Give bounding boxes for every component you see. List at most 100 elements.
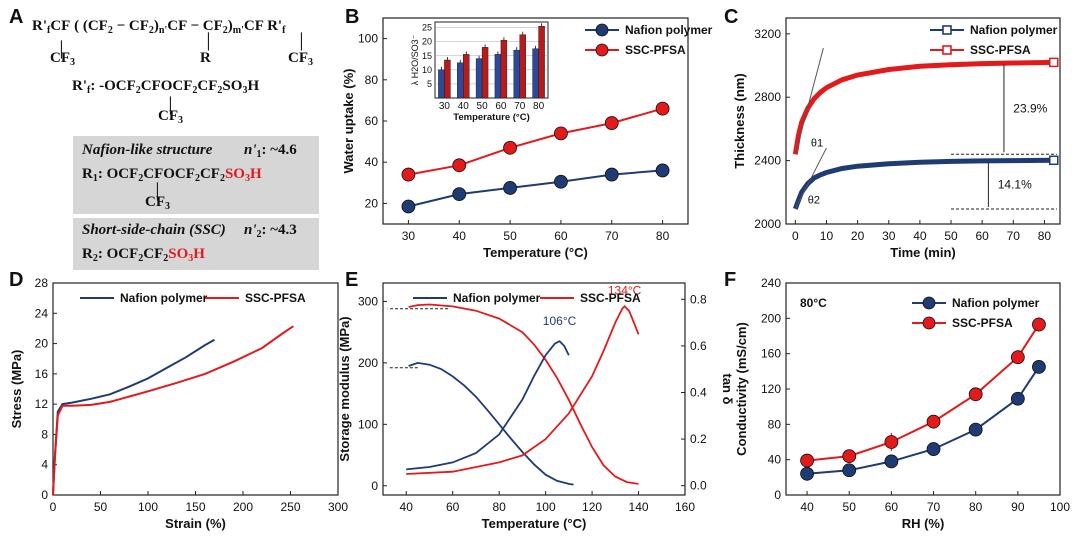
x-tick-label: 80 [969, 500, 983, 514]
y-tick-label: 4 [41, 458, 48, 472]
data-point [842, 463, 857, 478]
panel-label-c: C [724, 6, 739, 28]
data-point [655, 101, 670, 116]
y-axis-label: Thickness (nm) [732, 73, 747, 168]
data-point [884, 435, 899, 449]
cf3-left-group: │ [56, 42, 67, 58]
data-point-end [1049, 57, 1059, 68]
legend-label: SSC-PFSA [625, 43, 686, 57]
x-tick-label: 50 [503, 229, 517, 243]
nafion-like-branch-bond: │ [152, 184, 163, 200]
chart-D: 0 50 100 150 200 250 300 0 4 8 12 16 20 24 28 Strain (%… [9, 276, 348, 531]
data-point-end [1049, 155, 1059, 166]
y-tick-label: 0 [774, 488, 781, 502]
data-point [1010, 391, 1025, 406]
x-tick-label: 40 [400, 500, 414, 514]
legend-marker [595, 43, 609, 57]
condition-label: 80°C [800, 296, 827, 310]
y-tick-label: 80 [365, 73, 379, 87]
x-tick-label: 160 [675, 500, 695, 514]
data-point [452, 158, 467, 173]
series-line [406, 340, 570, 471]
series-line [408, 169, 663, 208]
y-tick-label: 60 [365, 114, 379, 128]
y2-axis-label: tan δ [720, 374, 735, 405]
inset-x-tick-label: 70 [514, 101, 526, 112]
x-tick-label: 30 [402, 229, 416, 243]
nafion-like-structure-box [73, 136, 319, 214]
y-tick-label: 3200 [754, 27, 781, 41]
x-tick-label: 150 [185, 500, 205, 514]
x-tick-label: 90 [1011, 500, 1025, 514]
chart-B-inset: 5 10 15 20 25 30 40 50 60 70 80 Temperature (°C) λ H… [410, 21, 549, 123]
cf3-right-bond: │ [296, 34, 307, 50]
data-point [604, 116, 619, 130]
y-tick-label: 80 [768, 417, 782, 431]
chart-F-frame [785, 282, 1061, 496]
y-tick-label: 40 [365, 155, 379, 169]
y-tick-label: 2800 [754, 90, 781, 104]
panel-label-b: B [345, 6, 360, 28]
chart-C: 0 10 20 30 40 50 60 70 80 2000 2400 2800 3200 Time (m… [732, 17, 1061, 260]
x-tick-label: 120 [582, 500, 602, 514]
rf-branch-bond: │ [165, 98, 176, 114]
chart-E-frame [382, 282, 686, 496]
series-line [806, 323, 1040, 462]
chart-E: 40 60 80 100 120 140 160 0 100 200 300 Temperature … [337, 282, 735, 531]
annotation-peak: 134°C [608, 284, 642, 298]
cf3-right-label: CF3 [288, 50, 313, 68]
legend-marker [595, 23, 609, 37]
legend-marker [922, 316, 936, 330]
inset-y-tick-label: 10 [422, 65, 432, 75]
nafion-like-r1-formula: R1: OCF2CFOCF2CF2SO3H [82, 166, 262, 184]
y-tick-label: 2000 [754, 217, 781, 231]
series-line [408, 361, 574, 486]
series-line [408, 107, 663, 176]
y2-tick-label: 0.0 [690, 479, 707, 493]
legend-label: Nafion polymer [453, 291, 541, 305]
series-line [792, 157, 1054, 210]
ssc-n-value: n'2: ~4.3 [244, 222, 297, 240]
ssc-r2-formula: R2: OCF2CF2SO3H [82, 246, 205, 264]
ssc-title: Short-side-chain (SSC) [82, 222, 226, 238]
annotation-peak: 106°C [543, 314, 577, 328]
y-tick-label: 28 [35, 276, 49, 290]
y2-tick-label: 0.8 [690, 292, 707, 306]
x-tick-label: 100 [138, 500, 158, 514]
x-tick-label: 300 [328, 500, 348, 514]
inset-x-tick-label: 30 [439, 101, 451, 112]
inset-bar [438, 69, 445, 99]
inset-bar [475, 58, 483, 99]
inset-bar [457, 62, 464, 99]
x-tick-label: 70 [1007, 229, 1021, 243]
nafion-like-title: Nafion-like structure [82, 142, 213, 158]
series-line [408, 303, 639, 485]
inset-x-tick-label: 80 [533, 101, 545, 112]
data-point [401, 167, 416, 182]
inset-y-tick-label: 25 [422, 23, 432, 33]
chemical-structure-panel: R'fCF ( (CF2 − CF2)n'CF − CF2)m'CF R'f │… [20, 8, 325, 278]
annotation-percent: 23.9% [1013, 101, 1047, 115]
x-tick-label: 40 [453, 229, 467, 243]
legend-label: Nafion polymer [120, 291, 208, 305]
x-tick-label: 80 [1038, 229, 1052, 243]
legend-label: Nafion polymer [970, 23, 1058, 37]
x-tick-label: 0 [792, 229, 799, 243]
x-tick-label: 50 [94, 500, 108, 514]
data-point [503, 181, 517, 195]
data-point [968, 422, 983, 437]
legend-marker [942, 45, 952, 55]
x-tick-label: 40 [913, 229, 927, 243]
x-tick-label: 70 [927, 500, 941, 514]
panel-label-e: E [345, 269, 359, 291]
legend-label: SSC-PFSA [952, 316, 1013, 330]
inset-bar [538, 26, 545, 99]
x-tick-label: 50 [944, 229, 958, 243]
x-tick-label: 70 [605, 229, 619, 243]
inset-bar [519, 34, 526, 99]
series-line [52, 338, 215, 496]
inset-bar [513, 49, 520, 99]
y-axis-label: Conductivity (mS/cm) [734, 322, 749, 456]
rf-side-chain-formula: R'f: -OCF2CFOCF2CF2SO3H [72, 78, 260, 96]
annotation-percent: 14.1% [998, 178, 1032, 192]
